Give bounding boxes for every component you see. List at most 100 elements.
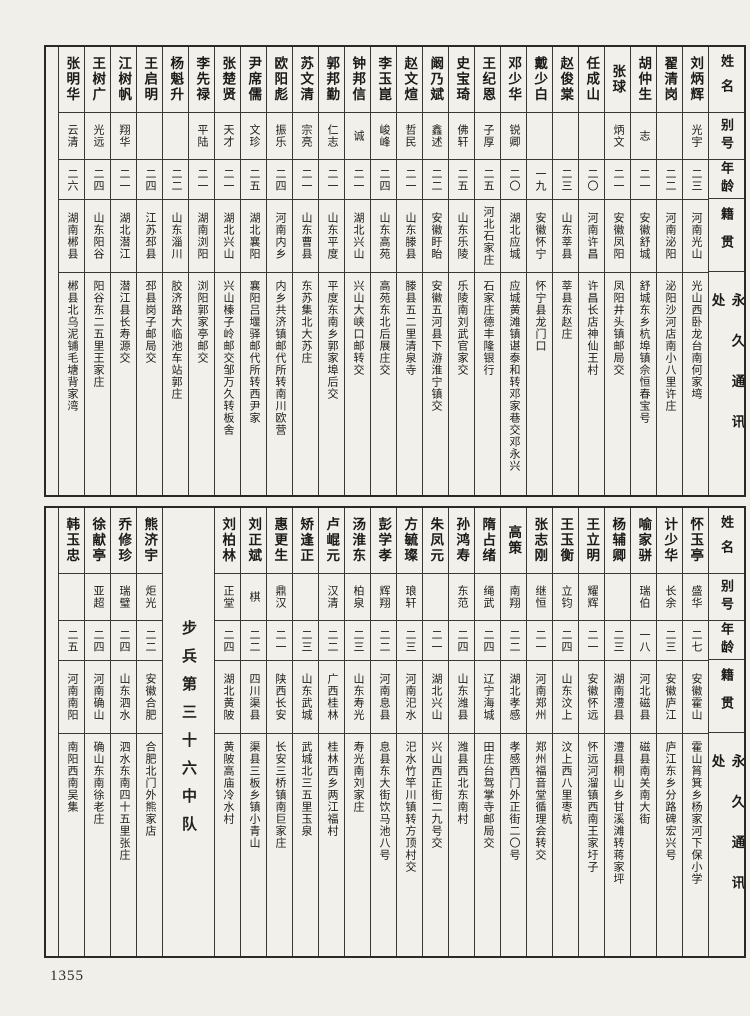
native-place-cell: 河南汜水 [397, 661, 422, 734]
person-column: 欧阳彪 振乐 二四 河南内乡 内乡共济镇邮代所转南川欧营 [266, 47, 292, 495]
header-age-cell: 年龄 [709, 160, 744, 200]
person-column: 徐献亭 亚超 二四 河南确山 确山东南徐老庄 [84, 508, 110, 956]
header-address-label: 永久通讯处 [709, 754, 745, 917]
person-age: 一九 [534, 167, 546, 192]
byname-cell: 炳文 [605, 113, 630, 160]
person-native-place: 河南确山 [92, 673, 104, 721]
person-column: 刘柏林 正堂 二四 湖北黄陂 黄陂高庙冷水村 [214, 508, 240, 956]
person-byname: 翔华 [118, 124, 130, 148]
person-column: 王纪恩 子厚 二五 河北石家庄 石家庄德丰隆银行 [474, 47, 500, 495]
byname-cell: 琅轩 [397, 574, 422, 621]
person-age: 二一 [586, 628, 598, 653]
person-name: 王立明 [584, 517, 600, 564]
table-header-column: 姓名 别号 年龄 籍贯 永久通讯处 [708, 508, 744, 956]
header-name-cell: 姓名 [709, 508, 744, 574]
byname-cell: 子厚 [475, 113, 500, 160]
native-place-cell: 山东滕县 [397, 200, 422, 273]
age-cell: 二五 [59, 621, 84, 661]
person-name: 江树帆 [116, 56, 132, 103]
person-name: 徐献亭 [90, 517, 106, 564]
address-cell: 胶济路大临池车站郭庄 [163, 273, 188, 495]
name-cell: 王启明 [137, 47, 162, 113]
person-byname: 子厚 [482, 124, 494, 148]
person-column: 翟清岗 二二 河南泌阳 泌阳沙河店南小八里许庄 [656, 47, 682, 495]
person-column: 胡仲生 志 二一 安徽舒城 舒城东乡杭埠镇佘恒春宝号 [630, 47, 656, 495]
person-native-place: 山东武城 [300, 673, 312, 721]
person-native-place: 安徽霍山 [690, 673, 702, 721]
address-cell: 庐江东乡分路碑宏兴号 [657, 734, 682, 956]
person-name: 王树广 [90, 56, 106, 103]
byname-cell: 立钧 [553, 574, 578, 621]
native-place-cell: 山东曹县 [293, 200, 318, 273]
person-native-place: 河南息县 [378, 673, 390, 721]
person-column: 苏文清 宗亮 二一 山东曹县 东苏集北大苏庄 [292, 47, 318, 495]
person-column: 李先禄 平陆 二一 湖南浏阳 浏阳郭家亭邮交 [188, 47, 214, 495]
age-cell: 二一 [397, 160, 422, 200]
age-cell: 二一 [319, 160, 344, 200]
byname-cell: 光宇 [683, 113, 708, 160]
person-name: 方毓璨 [402, 517, 418, 564]
byname-cell: 瑞璧 [111, 574, 136, 621]
header-address-cell: 永久通讯处 [709, 272, 745, 495]
age-cell: 二二 [137, 621, 162, 661]
age-cell: 二一 [111, 160, 136, 200]
person-byname: 鼎汉 [274, 585, 286, 609]
person-age: 二三 [664, 628, 676, 653]
header-age-label: 年龄 [719, 161, 734, 198]
byname-cell: 志 [631, 113, 656, 160]
person-column: 刘正斌 棋 二二 四川渠县 渠县三板乡镇小青山 [240, 508, 266, 956]
person-address: 乐陵南刘武官家交 [456, 280, 468, 376]
person-address: 郴县北乌泥铺毛塘背家湾 [66, 280, 78, 412]
person-age: 一八 [638, 628, 650, 653]
person-native-place: 河南南阳 [66, 673, 78, 721]
native-place-cell: 广西桂林 [319, 661, 344, 734]
age-cell: 二二 [371, 621, 396, 661]
person-address: 合肥北门外熊家店 [144, 741, 156, 837]
person-native-place: 辽宁海城 [482, 673, 494, 721]
person-name: 韩玉忠 [64, 517, 80, 564]
person-native-place: 河南许昌 [586, 212, 598, 260]
person-age: 二二 [508, 628, 520, 653]
person-byname: 峻峰 [378, 124, 390, 148]
person-age: 二一 [326, 167, 338, 192]
address-cell: 光山西卧龙台南何家塆 [683, 273, 708, 495]
person-native-place: 安徽合肥 [144, 673, 156, 721]
person-native-place: 安徽盱眙 [430, 212, 442, 260]
person-column: 彭学孝 辉翔 二二 河南息县 息县东大街饮马池八号 [370, 508, 396, 956]
age-cell: 二一 [631, 160, 656, 200]
native-place-cell: 河南光山 [683, 200, 708, 273]
person-native-place: 江苏邳县 [144, 212, 156, 260]
person-age: 二一 [534, 628, 546, 653]
person-column: 张志刚 继恒 二一 河南郑州 郑州福音堂循理会转交 [526, 508, 552, 956]
person-column: 王玉衡 立钧 二四 山东汶上 汶上西八里枣杭 [552, 508, 578, 956]
person-address: 泌阳沙河店南小八里许庄 [664, 280, 676, 412]
person-age: 二二 [664, 167, 676, 192]
age-cell: 二一 [605, 160, 630, 200]
age-cell: 二〇 [579, 160, 604, 200]
age-cell: 二一 [293, 160, 318, 200]
name-cell: 翟清岗 [657, 47, 682, 113]
person-address: 邳县岗子邮局交 [144, 280, 156, 364]
age-cell: 二七 [683, 621, 708, 661]
person-column: 赵俊棠 二三 山东莘县 莘县东赵庄 [552, 47, 578, 495]
native-place-cell: 安徽舒城 [631, 200, 656, 273]
age-cell: 二二 [163, 160, 188, 200]
person-byname: 正堂 [222, 585, 234, 609]
person-column: 邓少华 锐卿 二〇 湖北应城 应城黄滩镇谌泰和转邓家巷交邓永兴 [500, 47, 526, 495]
native-place-cell: 山东高苑 [371, 200, 396, 273]
byname-cell: 平陆 [189, 113, 214, 160]
name-cell: 杨辅卿 [605, 508, 630, 574]
person-address: 黄陂高庙冷水村 [222, 741, 234, 825]
person-byname: 鑫述 [430, 124, 442, 148]
person-name: 苏文清 [298, 56, 314, 103]
name-cell: 张楚贤 [215, 47, 240, 113]
native-place-cell: 山东阳谷 [85, 200, 110, 273]
person-address: 高苑东北后展庄交 [378, 280, 390, 376]
person-name: 彭学孝 [376, 517, 392, 564]
person-age: 二四 [482, 628, 494, 653]
native-place-cell: 湖北兴山 [423, 661, 448, 734]
age-cell: 二四 [215, 621, 240, 661]
person-column: 喻家骈 瑞伯 一八 河北磁县 磁县南关南大街 [630, 508, 656, 956]
person-column: 张明华 云清 二六 湖南郴县 郴县北乌泥铺毛塘背家湾 [58, 47, 84, 495]
